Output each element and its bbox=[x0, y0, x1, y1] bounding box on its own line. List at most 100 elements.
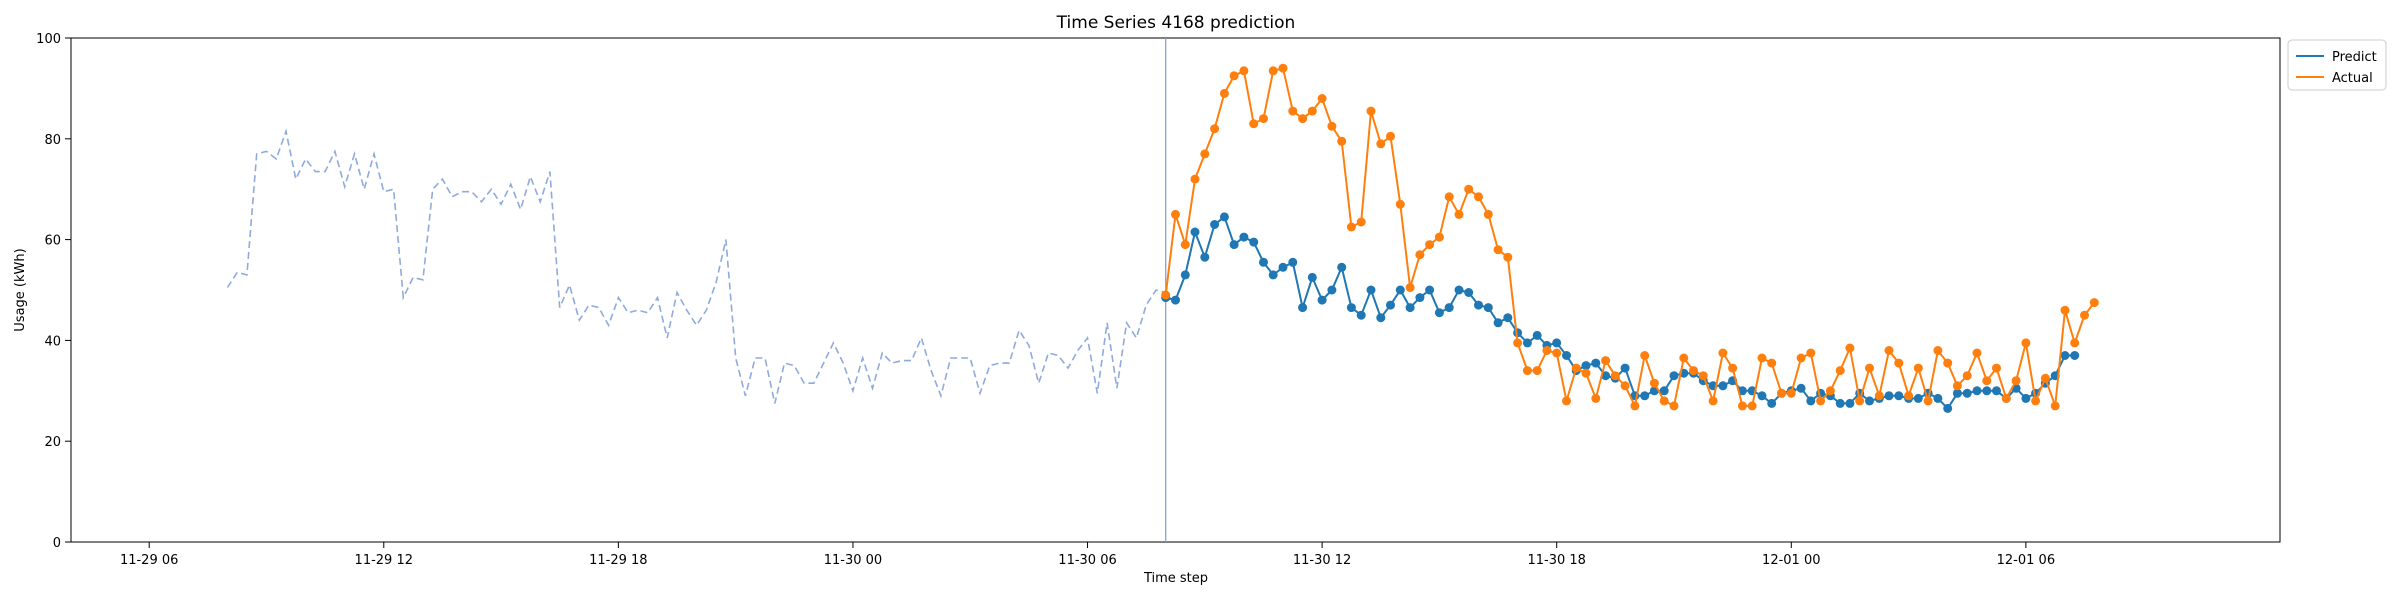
actual-point bbox=[1337, 136, 1347, 146]
actual-point bbox=[1865, 363, 1874, 373]
actual-point bbox=[1562, 396, 1571, 406]
actual-point bbox=[1483, 209, 1493, 219]
predict-point bbox=[1366, 285, 1376, 295]
predict-point bbox=[1865, 396, 1874, 406]
predict-point bbox=[1767, 398, 1777, 408]
y-tick-label: 100 bbox=[36, 32, 61, 47]
actual-point bbox=[1591, 393, 1601, 403]
predict-point bbox=[1219, 212, 1229, 222]
y-axis: 0 20 40 60 80 100 bbox=[36, 32, 71, 551]
actual-point bbox=[1718, 348, 1728, 358]
x-tick-label: 11-29 12 bbox=[355, 553, 413, 568]
actual-point bbox=[1689, 366, 1698, 376]
predict-point bbox=[1229, 240, 1239, 250]
actual-point bbox=[1200, 149, 1210, 159]
actual-point bbox=[1708, 396, 1718, 406]
actual-point bbox=[1376, 139, 1386, 149]
actual-point bbox=[1923, 396, 1933, 406]
predict-point bbox=[1952, 388, 1962, 398]
actual-point bbox=[1992, 363, 2001, 373]
actual-point bbox=[1434, 232, 1444, 242]
predict-point bbox=[1307, 272, 1317, 282]
actual-point bbox=[1874, 391, 1884, 401]
actual-point bbox=[2011, 376, 2021, 386]
actual-point bbox=[2021, 338, 2031, 348]
predict-point bbox=[1992, 386, 2001, 396]
actual-point bbox=[1669, 401, 1679, 411]
actual-point bbox=[1855, 396, 1865, 406]
predict-point bbox=[1249, 237, 1259, 247]
actual-point bbox=[2040, 373, 2050, 383]
actual-point bbox=[1904, 391, 1914, 401]
predict-point bbox=[1356, 310, 1366, 320]
actual-point bbox=[1180, 240, 1190, 250]
x-tick-label: 11-29 06 bbox=[120, 553, 178, 568]
actual-point bbox=[2001, 393, 2011, 403]
predict-point bbox=[1386, 300, 1395, 310]
actual-point bbox=[1288, 106, 1298, 116]
actual-point bbox=[2089, 298, 2099, 308]
predict-point bbox=[1239, 232, 1249, 242]
actual-point bbox=[1346, 222, 1356, 232]
actual-point bbox=[1601, 356, 1611, 366]
y-tick-label: 0 bbox=[53, 536, 61, 551]
predict-point bbox=[1200, 252, 1210, 262]
actual-point bbox=[1210, 124, 1220, 134]
x-tick-label: 11-30 12 bbox=[1293, 553, 1351, 568]
actual-point bbox=[1777, 388, 1786, 398]
y-tick-label: 60 bbox=[44, 234, 61, 249]
predict-point bbox=[1913, 393, 1923, 403]
predict-point bbox=[1884, 391, 1894, 401]
x-tick-label: 12-01 00 bbox=[1762, 553, 1820, 568]
actual-point bbox=[1913, 363, 1923, 373]
actual-point bbox=[1171, 209, 1180, 219]
actual-point bbox=[1796, 353, 1806, 363]
predict-point bbox=[1552, 338, 1562, 348]
predict-point bbox=[1962, 388, 1972, 398]
actual-point bbox=[1698, 371, 1708, 381]
actual-point bbox=[1835, 366, 1845, 376]
predict-point bbox=[1835, 398, 1845, 408]
actual-point bbox=[1728, 363, 1738, 373]
actual-point bbox=[1649, 378, 1659, 388]
actual-point bbox=[1366, 106, 1376, 116]
predict-point bbox=[1620, 363, 1630, 373]
actual-point bbox=[1474, 192, 1483, 202]
actual-point bbox=[1395, 199, 1405, 209]
actual-point bbox=[1659, 396, 1669, 406]
series-actual bbox=[1161, 63, 2099, 411]
actual-point bbox=[1933, 346, 1943, 355]
actual-point bbox=[1630, 401, 1640, 411]
predict-point bbox=[1210, 220, 1220, 229]
predict-point bbox=[1425, 285, 1435, 295]
actual-point bbox=[1962, 371, 1972, 381]
actual-point bbox=[1425, 240, 1435, 250]
actual-point bbox=[2070, 338, 2080, 348]
predict-line bbox=[1165, 215, 2075, 410]
series-predict bbox=[1161, 212, 2080, 413]
predict-point bbox=[1171, 295, 1180, 305]
predict-point bbox=[1737, 386, 1747, 396]
predict-point bbox=[1454, 285, 1464, 295]
actual-point bbox=[1943, 358, 1953, 368]
predict-point bbox=[1464, 288, 1474, 297]
x-axis-label: Time step bbox=[1143, 571, 1208, 586]
predict-point bbox=[1796, 383, 1806, 393]
predict-point bbox=[1434, 308, 1444, 318]
actual-point bbox=[1298, 114, 1308, 124]
predict-point bbox=[1190, 227, 1200, 237]
predict-point bbox=[1943, 403, 1953, 413]
x-axis: 11-29 06 11-29 12 11-29 18 11-30 00 11-30 06… bbox=[120, 542, 2055, 568]
legend-label-predict: Predict bbox=[2332, 50, 2377, 65]
predict-point bbox=[1376, 313, 1386, 323]
actual-point bbox=[1747, 401, 1757, 411]
actual-point bbox=[1503, 252, 1513, 262]
x-tick-label: 11-29 18 bbox=[589, 553, 647, 568]
predict-point bbox=[1474, 300, 1483, 310]
predict-point bbox=[1806, 396, 1816, 406]
legend: Predict Actual bbox=[2287, 39, 2387, 91]
x-tick-label: 11-30 18 bbox=[1527, 553, 1585, 568]
predict-point bbox=[1581, 361, 1591, 371]
predict-point bbox=[2021, 393, 2031, 403]
